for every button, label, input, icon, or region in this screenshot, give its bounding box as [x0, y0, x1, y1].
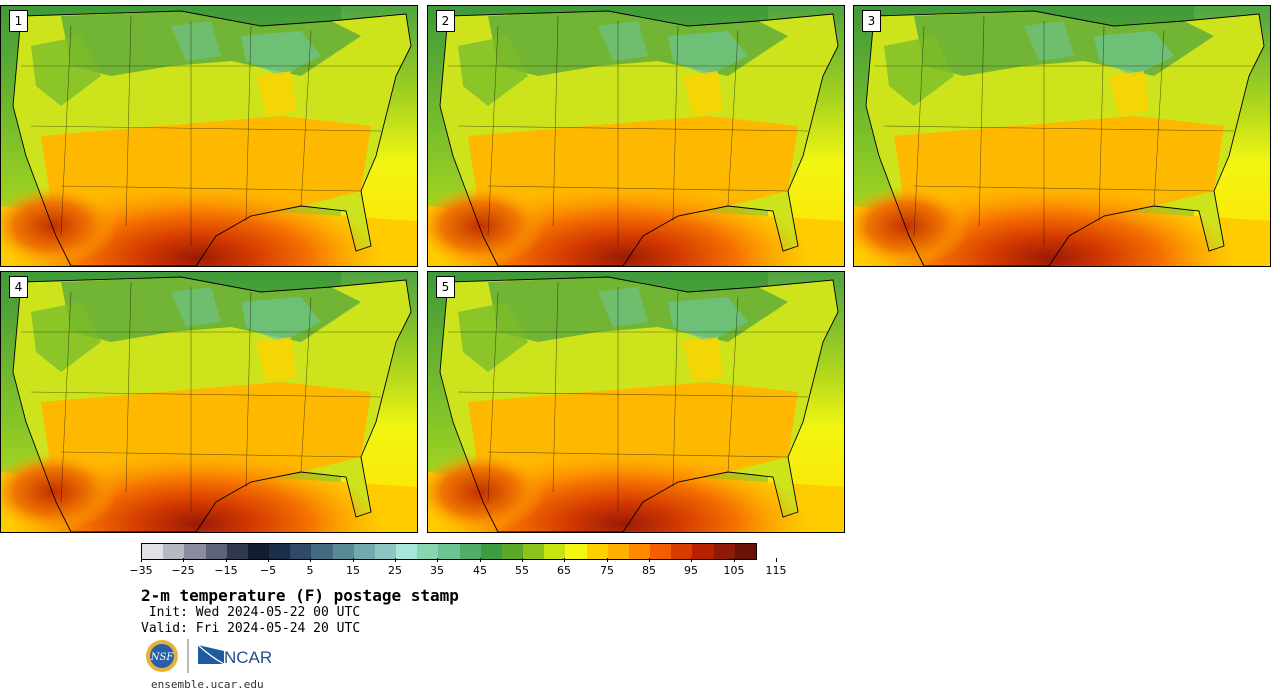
logos: NSF NCAR — [146, 639, 272, 673]
colorbar-swatch — [290, 544, 312, 559]
colorbar-swatch — [417, 544, 439, 559]
svg-text:NSF: NSF — [150, 652, 175, 663]
colorbar-tick-label: 55 — [515, 564, 529, 577]
colorbar-tick — [310, 558, 311, 562]
temperature-map-4 — [1, 272, 417, 532]
valid-time: Valid: Fri 2024-05-24 20 UTC — [141, 621, 361, 636]
colorbar-tick-label: −25 — [171, 564, 195, 577]
colorbar-swatch — [205, 544, 227, 559]
colorbar-tick-label: 85 — [642, 564, 656, 577]
colorbar-tick-label: 75 — [600, 564, 614, 577]
colorbar-swatch — [226, 544, 248, 559]
panel-number-5: 5 — [436, 276, 455, 298]
map-panel-1: 1 — [0, 5, 418, 267]
colorbar-tick-label: 95 — [684, 564, 698, 577]
colorbar-tick — [437, 558, 438, 562]
colorbar-swatch — [501, 544, 524, 559]
temperature-map-3 — [854, 6, 1270, 266]
colorbar-ticks: −35 −25 −15 −5 5 15 25 35 45 55 65 75 85 95 105 115 — [129, 558, 787, 580]
colorbar-tick-label: 45 — [473, 564, 487, 577]
map-panel-5: 5 — [427, 271, 845, 533]
panel-number-3: 3 — [862, 10, 881, 32]
colorbar-tick — [183, 558, 184, 562]
nsf-logo: NSF — [146, 640, 178, 672]
colorbar-tick-label: 65 — [557, 564, 571, 577]
colorbar-tick — [226, 558, 227, 562]
colorbar-tick — [141, 558, 142, 562]
colorbar-tick — [353, 558, 354, 562]
colorbar-swatch — [734, 544, 756, 559]
colorbar-tick-label: −5 — [259, 564, 277, 577]
colorbar-tick — [480, 558, 481, 562]
colorbar-swatch — [396, 544, 418, 559]
colorbar-tick-label: −35 — [129, 564, 153, 577]
colorbar-swatch — [713, 544, 735, 559]
colorbar-swatch — [184, 544, 206, 559]
colorbar-tick — [395, 558, 396, 562]
ncar-logo: NCAR — [197, 644, 272, 667]
colorbar-swatch — [438, 544, 460, 559]
colorbar-tick-label: 25 — [388, 564, 402, 577]
colorbar-tick — [564, 558, 565, 562]
site-url: ensemble.ucar.edu — [151, 678, 264, 691]
colorbar-tick-label: −15 — [214, 564, 238, 577]
colorbar-swatch — [586, 544, 608, 559]
colorbar-swatch — [565, 544, 587, 559]
temperature-map-5 — [428, 272, 844, 532]
colorbar-swatch — [523, 544, 545, 559]
colorbar-swatch — [628, 544, 651, 559]
panel-number-2: 2 — [436, 10, 455, 32]
colorbar-swatch — [459, 544, 481, 559]
colorbar-swatch — [650, 544, 672, 559]
map-panel-2: 2 — [427, 5, 845, 267]
colorbar-tick — [649, 558, 650, 562]
colorbar-swatch — [607, 544, 629, 559]
colorbar-tick-label: 35 — [430, 564, 444, 577]
colorbar-tick — [691, 558, 692, 562]
map-panel-3: 3 — [853, 5, 1271, 267]
svg-text:NCAR: NCAR — [224, 648, 272, 667]
plot-title: 2-m temperature (F) postage stamp — [141, 586, 459, 605]
colorbar-tick-label: 105 — [723, 564, 745, 577]
colorbar-tick — [734, 558, 735, 562]
panel-number-1: 1 — [9, 10, 28, 32]
temperature-map-1 — [1, 6, 417, 266]
colorbar-swatch — [311, 544, 333, 559]
init-time: Init: Wed 2024-05-22 00 UTC — [141, 605, 361, 620]
colorbar-tick-label: 115 — [765, 564, 787, 577]
colorbar-tick — [522, 558, 523, 562]
colorbar-swatch — [269, 544, 291, 559]
colorbar-tick-label: 15 — [346, 564, 360, 577]
colorbar-swatch — [142, 544, 164, 559]
colorbar-tick-label: 5 — [306, 564, 314, 577]
colorbar-swatch — [163, 544, 185, 559]
colorbar-swatch — [692, 544, 714, 559]
temperature-map-2 — [428, 6, 844, 266]
colorbar-swatch — [247, 544, 270, 559]
colorbar-swatch — [480, 544, 502, 559]
colorbar-swatch — [374, 544, 397, 559]
panel-number-4: 4 — [9, 276, 28, 298]
colorbar-tick — [776, 558, 777, 562]
colorbar-swatch — [353, 544, 375, 559]
colorbar-swatch — [332, 544, 354, 559]
temperature-colorbar — [141, 543, 757, 560]
colorbar-tick — [607, 558, 608, 562]
colorbar-swatch — [671, 544, 693, 559]
colorbar-swatch — [544, 544, 566, 559]
colorbar-tick — [268, 558, 269, 562]
map-panel-4: 4 — [0, 271, 418, 533]
